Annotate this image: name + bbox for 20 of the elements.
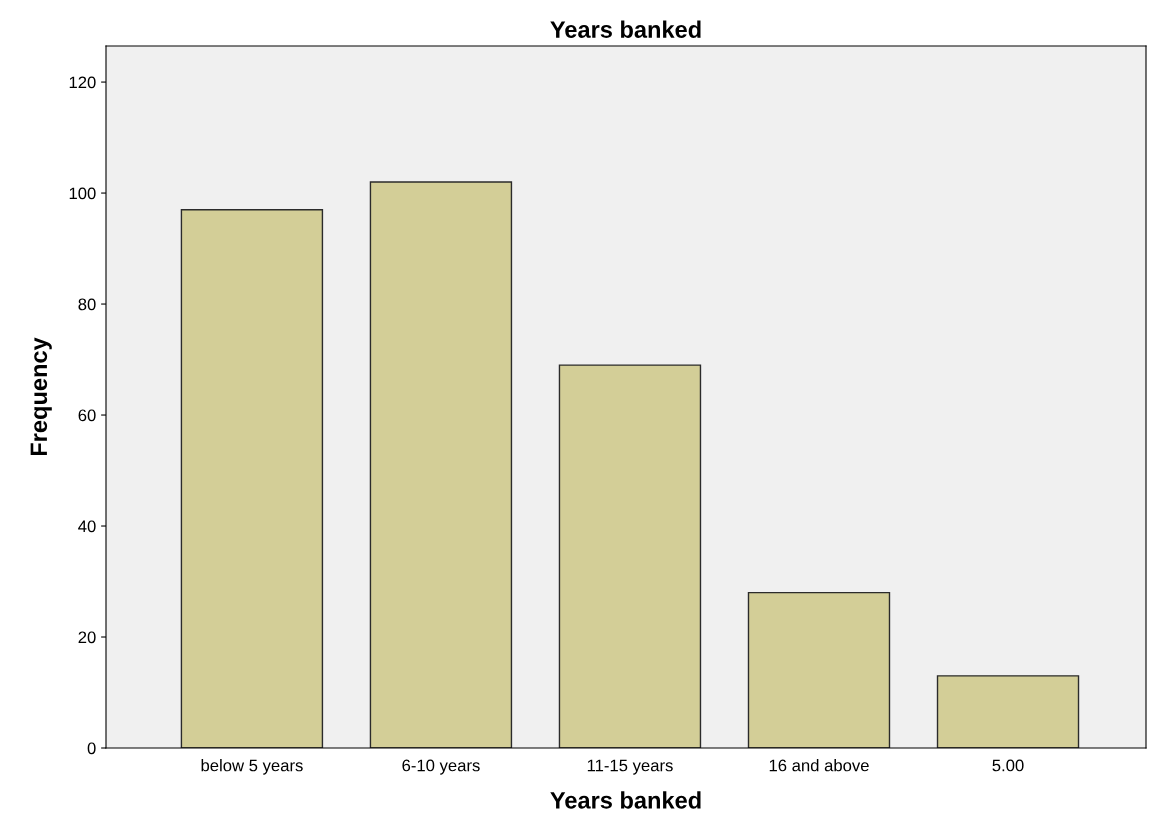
y-tick-label: 40 [78, 520, 96, 533]
y-tick-label: 100 [69, 187, 96, 200]
y-tick-label: 80 [78, 298, 96, 311]
bar [747, 591, 891, 748]
chart-title: Years banked [550, 20, 701, 38]
bar [936, 675, 1080, 748]
x-tick-label: 11-15 years [587, 759, 673, 775]
x-tick-label: 16 and above [769, 759, 869, 772]
y-tick-label: 20 [78, 631, 96, 644]
y-axis-title: Frequency [30, 337, 52, 456]
bar [180, 209, 324, 748]
bar [558, 364, 702, 748]
y-tick-label: 0 [87, 742, 96, 755]
x-tick-label: below 5 years [201, 759, 303, 775]
y-tick-label: 120 [69, 76, 96, 89]
x-tick-label: 6-10 years [402, 759, 480, 775]
bar [369, 181, 513, 748]
x-tick-label: 5.00 [992, 759, 1024, 772]
y-tick-label: 60 [78, 409, 96, 422]
x-axis-title: Years banked [550, 791, 701, 809]
